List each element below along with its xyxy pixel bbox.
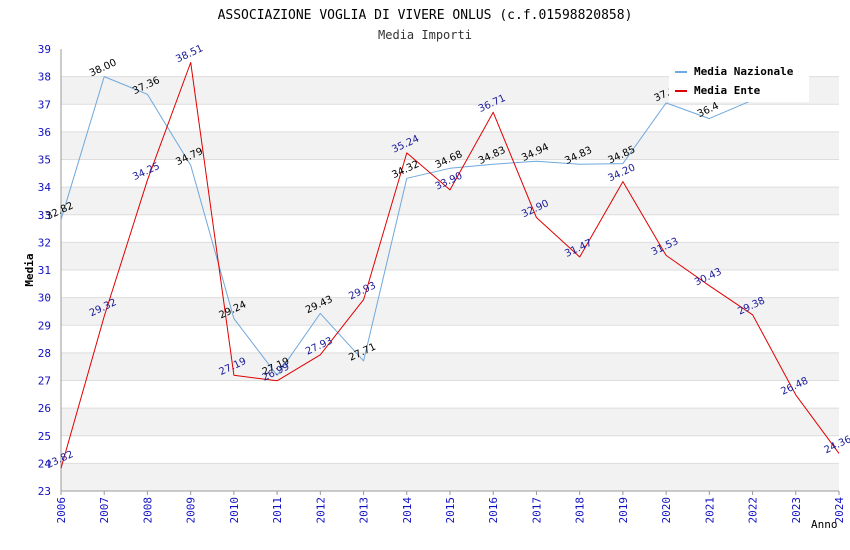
grid-band [61, 159, 839, 188]
y-tick-label: 28 [38, 347, 51, 360]
y-tick-label: 26 [38, 402, 51, 415]
grid-band [61, 104, 839, 132]
grid-band [61, 187, 839, 215]
grid-band [61, 352, 839, 381]
x-axis-ticks: 2006 2007 2008 2009 2010 2011 2012 2013 2014 2015… [55, 491, 846, 524]
y-tick-label: 29 [38, 319, 51, 332]
y-tick-label: 34 [38, 181, 52, 194]
series-line-media-ente [60, 62, 840, 469]
x-tick-label: 2023 [790, 497, 803, 524]
grid-band [61, 297, 839, 326]
grid-band [61, 325, 839, 353]
grid-band [61, 270, 839, 298]
grid-band [61, 242, 839, 270]
x-tick-label: 2009 [185, 497, 198, 524]
grid-band [61, 435, 839, 464]
x-tick-label: 2007 [98, 497, 111, 524]
y-tick-label: 37 [38, 98, 51, 111]
x-tick-label: 2010 [228, 497, 241, 524]
x-tick-label: 2014 [401, 497, 414, 524]
x-tick-label: 2021 [703, 497, 716, 524]
grid-band [61, 463, 839, 491]
y-tick-label: 24 [38, 457, 52, 470]
y-tick-label: 30 [38, 292, 51, 305]
legend-label-media-nazionale: Media Nazionale [694, 65, 794, 78]
grid-band [61, 408, 839, 436]
y-axis-label: Media [23, 253, 36, 286]
legend-box [669, 60, 809, 102]
x-tick-label: 2006 [55, 497, 68, 524]
x-tick-label: 2015 [444, 497, 457, 524]
x-tick-label: 2020 [660, 497, 673, 524]
x-tick-label: 2016 [487, 497, 500, 524]
series-line-media-nazionale [60, 76, 753, 376]
chart-title: ASSOCIAZIONE VOGLIA DI VIVERE ONLUS (c.f… [218, 8, 633, 23]
x-tick-label: 2013 [358, 497, 371, 524]
x-tick-label: 2017 [530, 497, 543, 524]
y-tick-label: 35 [38, 154, 51, 167]
x-tick-label: 2018 [574, 497, 587, 524]
y-tick-label: 39 [38, 43, 51, 56]
x-tick-label: 2012 [314, 497, 327, 524]
y-axis-ticks: 23 24 25 26 27 28 29 30 31 32 33 34 35 36 37 38 39 [38, 43, 52, 498]
y-tick-label: 25 [38, 430, 51, 443]
legend: Media Nazionale Media Ente [669, 60, 809, 102]
y-tick-label: 27 [38, 375, 51, 388]
grid-band [61, 380, 839, 409]
series-lines [60, 62, 840, 469]
x-tick-label: 2008 [141, 497, 154, 524]
x-tick-label: 2024 [833, 497, 846, 524]
y-tick-label: 38 [38, 71, 51, 84]
y-tick-label: 32 [38, 236, 51, 249]
y-tick-label: 23 [38, 485, 51, 498]
x-tick-label: 2011 [271, 497, 284, 524]
grid-band [61, 214, 839, 243]
legend-label-media-ente: Media Ente [694, 84, 761, 97]
y-tick-label: 36 [38, 126, 51, 139]
chart-subtitle: Media Importi [378, 28, 472, 42]
plot-background [60, 49, 839, 492]
y-tick-label: 31 [38, 264, 51, 277]
y-tick-label: 33 [38, 209, 51, 222]
x-tick-label: 2019 [617, 497, 630, 524]
x-axis-label: Anno [811, 518, 838, 531]
grid-band [61, 131, 839, 160]
x-tick-label: 2022 [747, 497, 760, 524]
